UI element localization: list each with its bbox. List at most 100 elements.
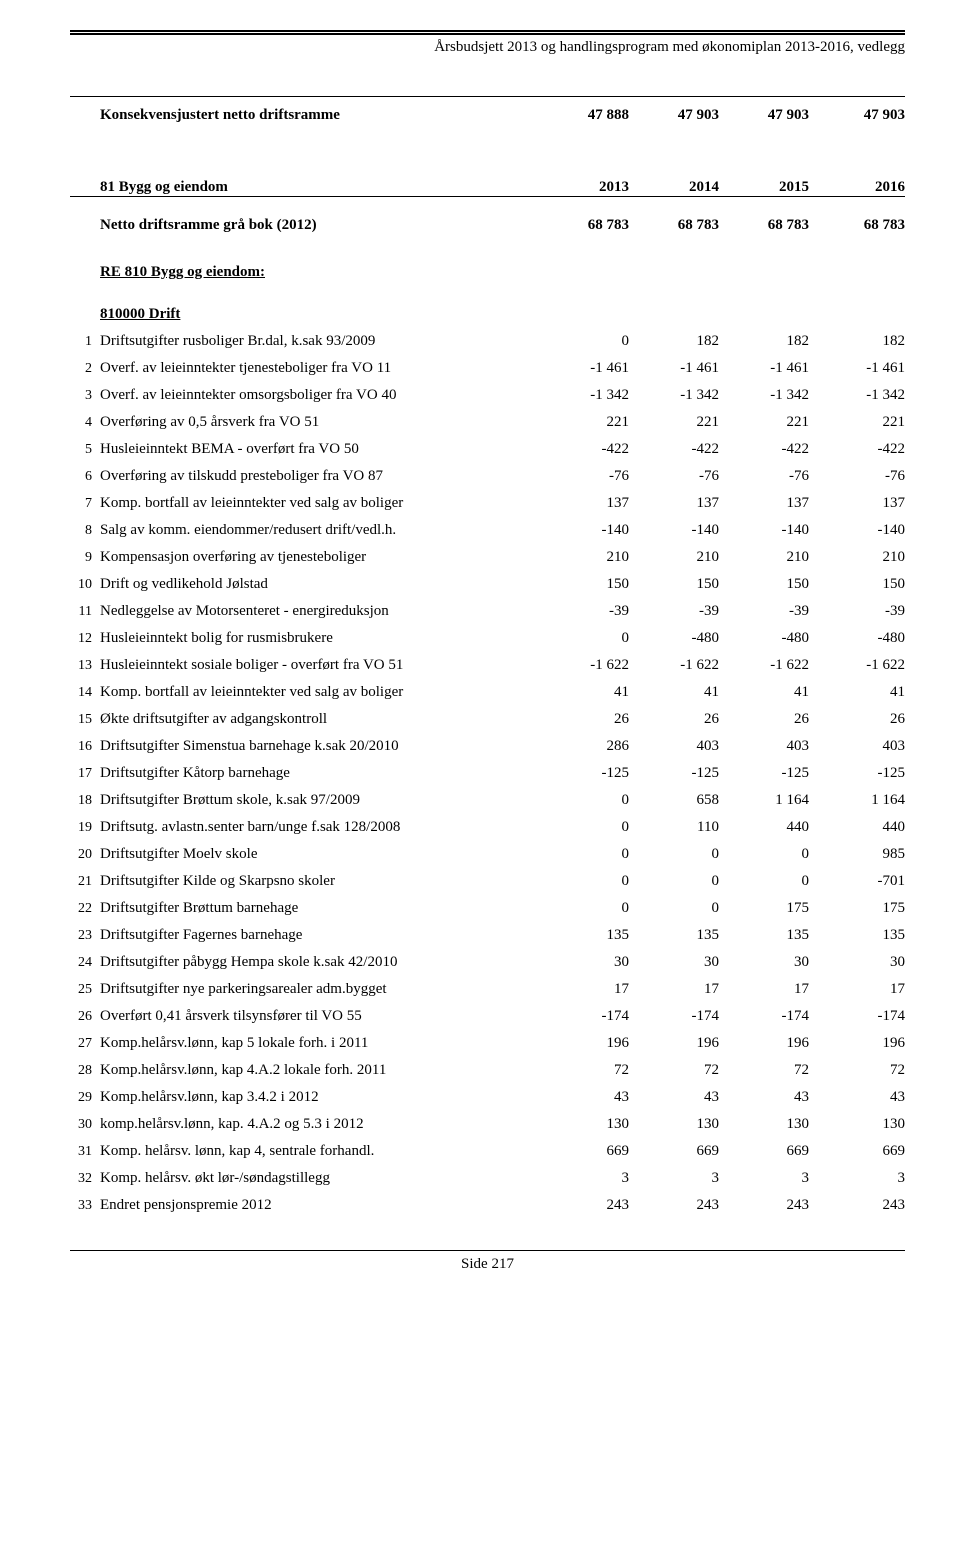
row-value: 0 [545, 809, 635, 836]
row-value: 3 [545, 1160, 635, 1187]
row-description: Driftsutgifter Brøttum barnehage [100, 890, 545, 917]
table-row: 9Kompensasjon overføring av tjenesteboli… [70, 539, 905, 566]
row-value: 17 [725, 971, 815, 998]
row-value: 3 [725, 1160, 815, 1187]
row-number: 13 [70, 647, 100, 674]
row-value: 150 [635, 566, 725, 593]
re810-row: RE 810 Bygg og eiendom: [70, 254, 905, 281]
row-value: -174 [635, 998, 725, 1025]
row-description: Husleieinntekt BEMA - overført fra VO 50 [100, 431, 545, 458]
row-description: Overført 0,41 årsverk tilsynsfører til V… [100, 998, 545, 1025]
row-value: 30 [725, 944, 815, 971]
row-value: -125 [815, 755, 905, 782]
row-value: 669 [545, 1133, 635, 1160]
row-value: -140 [635, 512, 725, 539]
row-value: 403 [725, 728, 815, 755]
row-number: 12 [70, 620, 100, 647]
row-value: 3 [815, 1160, 905, 1187]
row-value: -174 [725, 998, 815, 1025]
table-row: 13Husleieinntekt sosiale boliger - overf… [70, 647, 905, 674]
table-row: 21Driftsutgifter Kilde og Skarpsno skole… [70, 863, 905, 890]
row-value: 130 [815, 1106, 905, 1133]
section-81-header: 81 Bygg og eiendom 2013 2014 2015 2016 [70, 170, 905, 197]
row-number: 28 [70, 1052, 100, 1079]
row-number: 7 [70, 485, 100, 512]
table-row: 11Nedleggelse av Motorsenteret - energir… [70, 593, 905, 620]
row-description: Økte driftsutgifter av adgangskontroll [100, 701, 545, 728]
row-value: -1 461 [635, 350, 725, 377]
row-value: 0 [545, 863, 635, 890]
row-value: 175 [815, 890, 905, 917]
row-value: 41 [725, 674, 815, 701]
row-description: Komp. bortfall av leieinntekter ved salg… [100, 485, 545, 512]
row-number: 3 [70, 377, 100, 404]
row-description: Kompensasjon overføring av tjenestebolig… [100, 539, 545, 566]
row-description: Driftsutgifter Brøttum skole, k.sak 97/2… [100, 782, 545, 809]
table-row: 10Drift og vedlikehold Jølstad1501501501… [70, 566, 905, 593]
row-number: 11 [70, 593, 100, 620]
row-value: -76 [635, 458, 725, 485]
row-number: 1 [70, 323, 100, 350]
row-value: 985 [815, 836, 905, 863]
row-value: -1 342 [815, 377, 905, 404]
row-description: Komp. helårsv. økt lør-/søndagstillegg [100, 1160, 545, 1187]
konsekvens-v1: 47 903 [635, 97, 725, 124]
row-value: -422 [635, 431, 725, 458]
row-value: 0 [635, 836, 725, 863]
row-description: Driftsutgifter Kåtorp barnehage [100, 755, 545, 782]
row-value: 43 [815, 1079, 905, 1106]
drift-title-row: 810000 Drift [70, 301, 905, 323]
netto-drift-v2: 68 783 [725, 207, 815, 234]
row-number: 22 [70, 890, 100, 917]
konsekvens-v3: 47 903 [815, 97, 905, 124]
row-value: 286 [545, 728, 635, 755]
row-value: 182 [725, 323, 815, 350]
year-2016: 2016 [815, 170, 905, 197]
row-value: 137 [545, 485, 635, 512]
row-number: 33 [70, 1187, 100, 1214]
netto-drift-v3: 68 783 [815, 207, 905, 234]
table-row: 1Driftsutgifter rusboliger Br.dal, k.sak… [70, 323, 905, 350]
row-value: 175 [725, 890, 815, 917]
row-value: -76 [815, 458, 905, 485]
row-value: -422 [545, 431, 635, 458]
table-row: 15Økte driftsutgifter av adgangskontroll… [70, 701, 905, 728]
row-description: komp.helårsv.lønn, kap. 4.A.2 og 5.3 i 2… [100, 1106, 545, 1133]
row-value: -125 [725, 755, 815, 782]
row-value: 221 [635, 404, 725, 431]
row-value: -76 [545, 458, 635, 485]
row-value: 0 [635, 890, 725, 917]
row-value: -125 [545, 755, 635, 782]
row-number: 8 [70, 512, 100, 539]
row-number: 17 [70, 755, 100, 782]
year-2013: 2013 [545, 170, 635, 197]
table-row: 20Driftsutgifter Moelv skole000985 [70, 836, 905, 863]
year-2014: 2014 [635, 170, 725, 197]
row-value: 243 [815, 1187, 905, 1214]
row-description: Overføring av 0,5 årsverk fra VO 51 [100, 404, 545, 431]
section-81-title: 81 Bygg og eiendom [100, 170, 545, 197]
header-title: Årsbudsjett 2013 og handlingsprogram med… [70, 35, 905, 56]
row-value: -125 [635, 755, 725, 782]
row-value: 26 [635, 701, 725, 728]
row-description: Komp.helårsv.lønn, kap 3.4.2 i 2012 [100, 1079, 545, 1106]
table-row: 26Overført 0,41 årsverk tilsynsfører til… [70, 998, 905, 1025]
row-value: 3 [635, 1160, 725, 1187]
row-value: -1 461 [545, 350, 635, 377]
year-2015: 2015 [725, 170, 815, 197]
row-value: 26 [545, 701, 635, 728]
row-description: Husleieinntekt bolig for rusmisbrukere [100, 620, 545, 647]
row-value: 658 [635, 782, 725, 809]
row-number: 25 [70, 971, 100, 998]
budget-table: Konsekvensjustert netto driftsramme 47 8… [70, 96, 905, 1214]
row-value: 30 [635, 944, 725, 971]
row-value: -480 [815, 620, 905, 647]
row-value: 403 [635, 728, 725, 755]
table-row: 25Driftsutgifter nye parkeringsarealer a… [70, 971, 905, 998]
row-value: -174 [815, 998, 905, 1025]
row-description: Driftsutgifter nye parkeringsarealer adm… [100, 971, 545, 998]
table-row: 7Komp. bortfall av leieinntekter ved sal… [70, 485, 905, 512]
netto-drift-v1: 68 783 [635, 207, 725, 234]
row-description: Driftsutgifter Moelv skole [100, 836, 545, 863]
table-row: 31Komp. helårsv. lønn, kap 4, sentrale f… [70, 1133, 905, 1160]
